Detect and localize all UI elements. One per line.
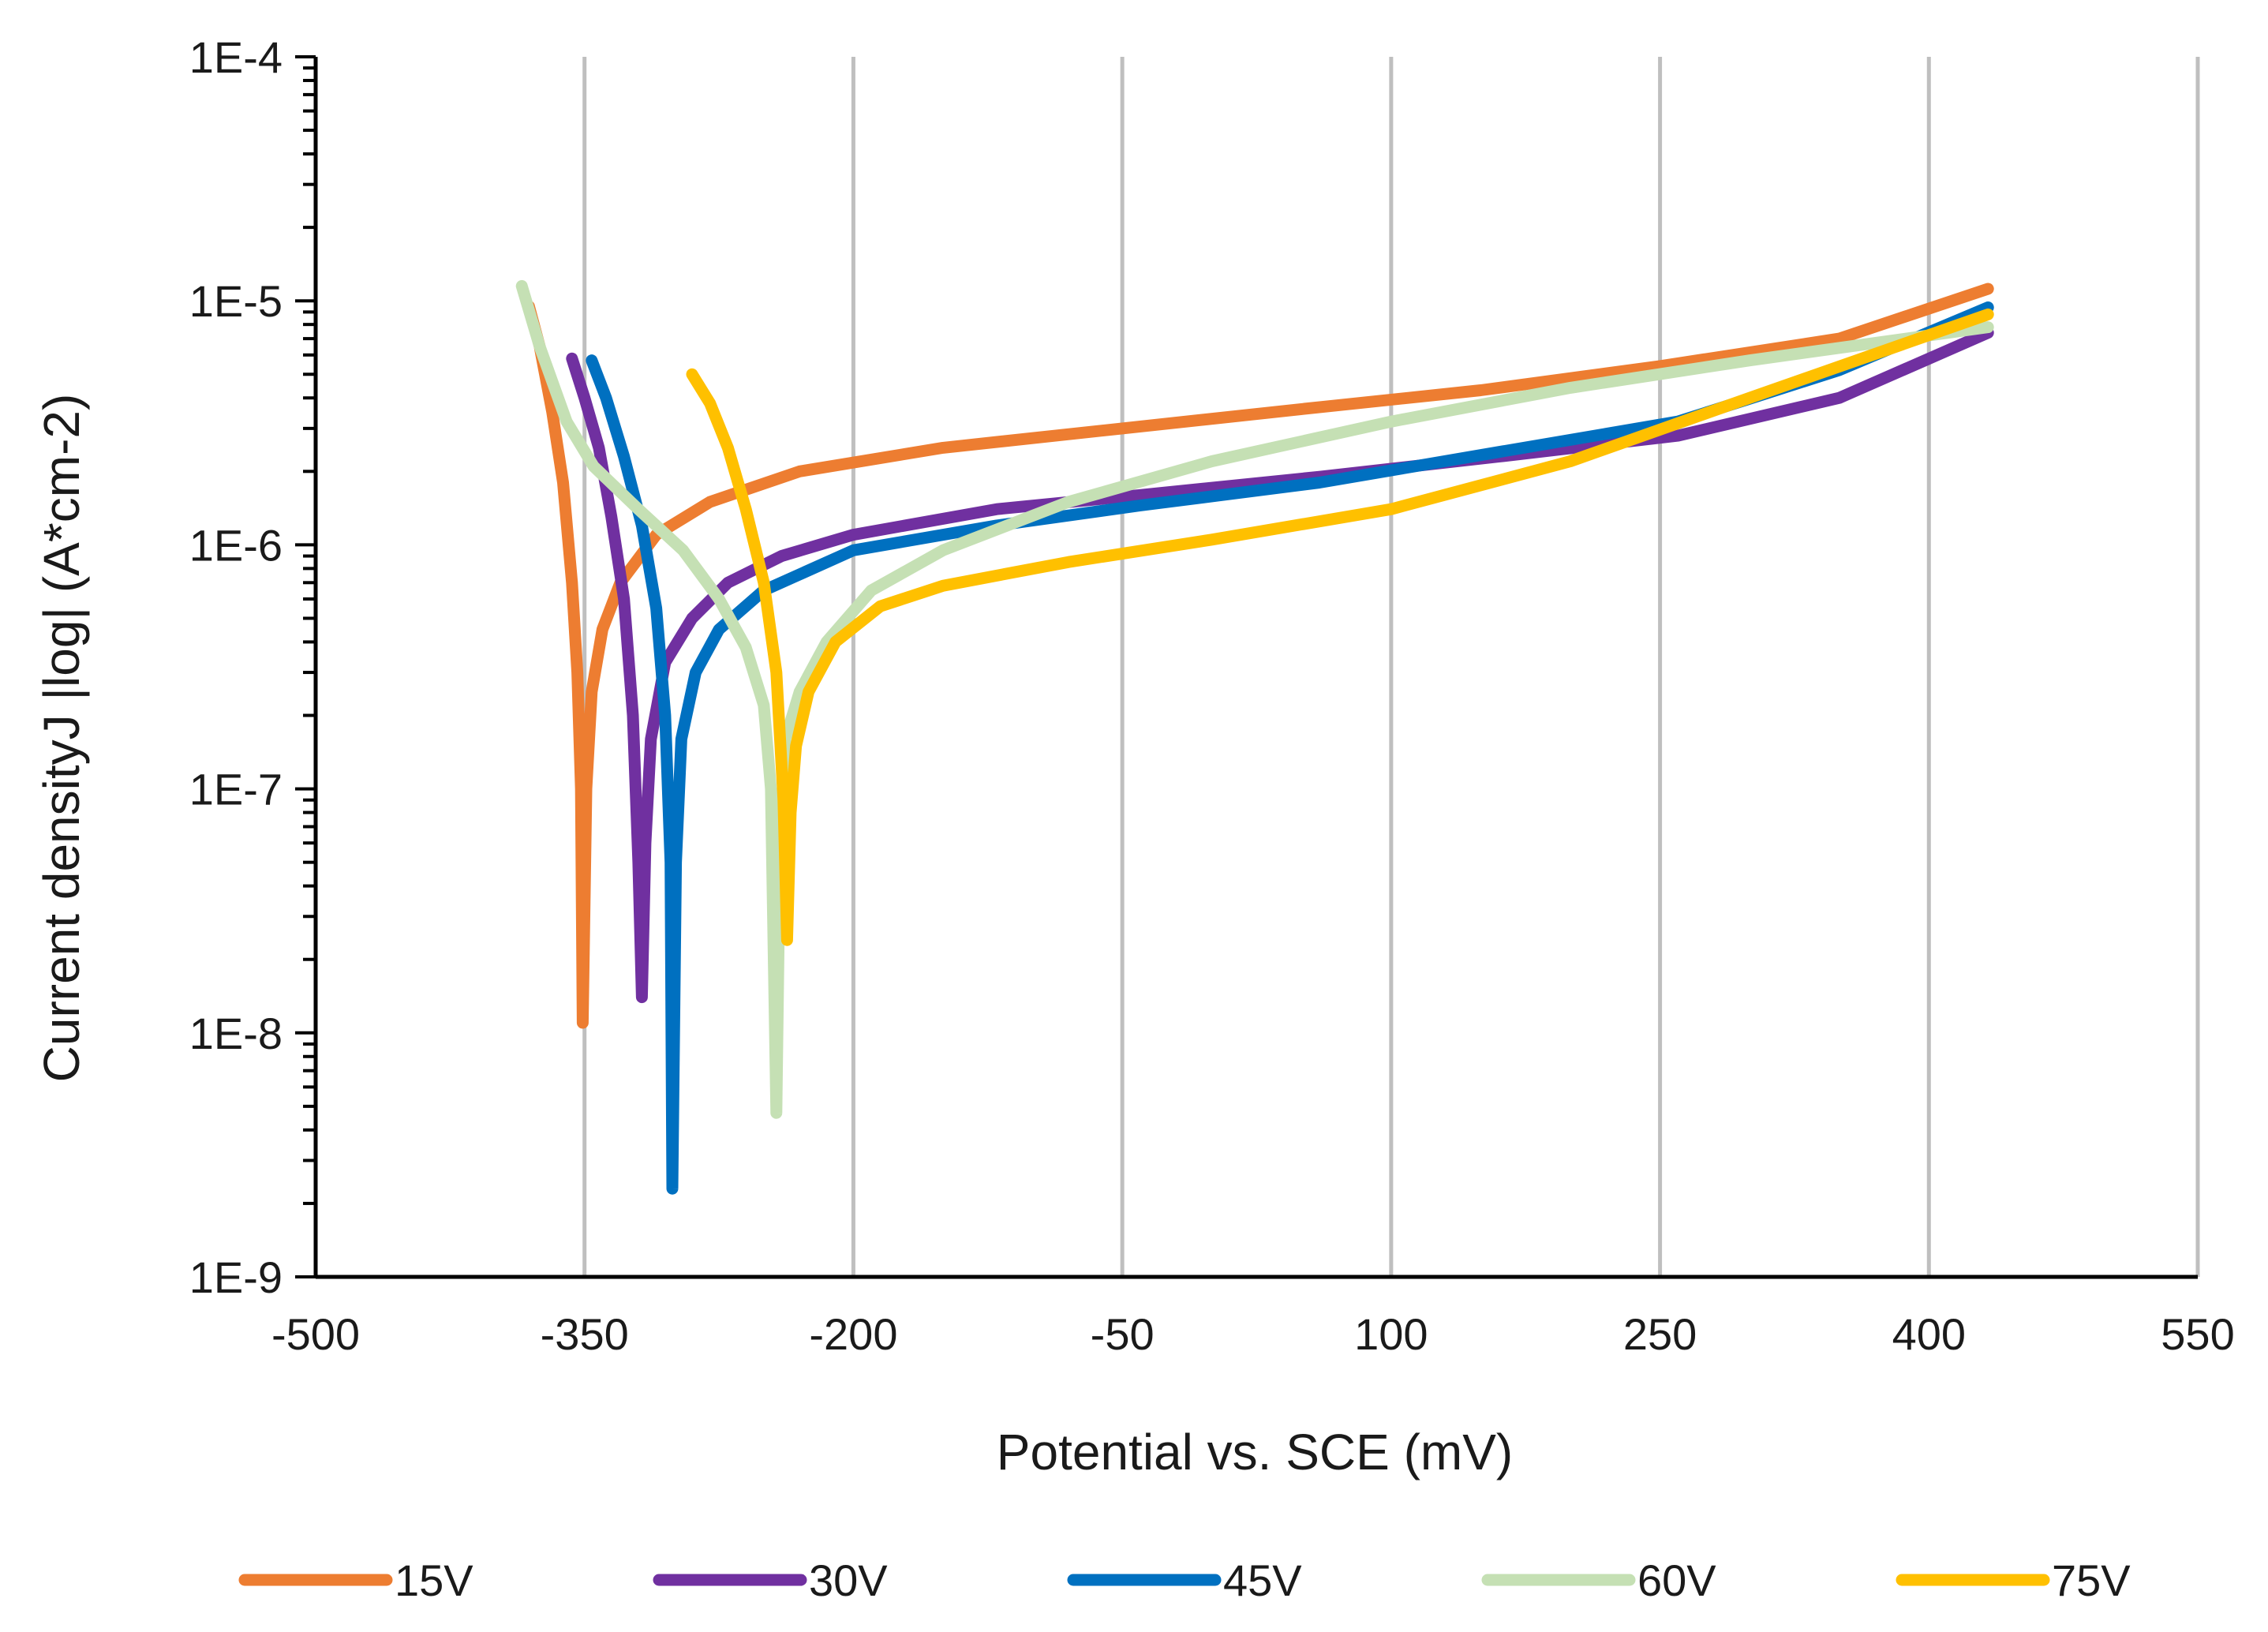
series-line-15V — [522, 283, 1994, 1029]
x-tick-labels: -500 -350 -200 -50 100 250 400 550 — [271, 1309, 2235, 1359]
x-tick-label: 100 — [1354, 1309, 1428, 1359]
legend-label-15V: 15V — [395, 1555, 473, 1605]
axes — [295, 55, 2198, 1279]
y-tick-label: 1E-9 — [189, 1252, 283, 1302]
x-tick-label: -50 — [1091, 1309, 1155, 1359]
y-tick-label: 1E-5 — [189, 276, 283, 326]
legend-label-75V: 75V — [2052, 1555, 2131, 1605]
y-tick-label: 1E-8 — [189, 1009, 283, 1058]
x-axis-title: Potential vs. SCE (mV) — [997, 1424, 1513, 1480]
y-axis-title: Current densityJ |log| (A*cm-2) — [33, 394, 90, 1083]
grid-lines — [582, 57, 2200, 1277]
x-tick-label: 550 — [2161, 1309, 2234, 1359]
y-tick-label: 1E-4 — [189, 32, 283, 82]
x-tick-label: -350 — [541, 1309, 629, 1359]
x-tick-label: 250 — [1623, 1309, 1697, 1359]
y-tick-label: 1E-7 — [189, 765, 283, 814]
y-tick-labels: 1E-9 1E-8 1E-7 1E-6 1E-5 1E-4 — [189, 32, 283, 1302]
legend-label-30V: 30V — [809, 1555, 888, 1605]
data-series — [515, 279, 1994, 1195]
legend-label-45V: 45V — [1223, 1555, 1302, 1605]
series-line-75V — [686, 308, 1994, 946]
series-line-45V — [586, 301, 1994, 1195]
legend-label-60V: 60V — [1637, 1555, 1716, 1605]
legend: 15V 30V 45V 60V 75V — [238, 1555, 2131, 1605]
x-tick-label: 400 — [1892, 1309, 1966, 1359]
y-tick-label: 1E-6 — [189, 520, 283, 570]
x-tick-label: -500 — [271, 1309, 360, 1359]
x-tick-label: -200 — [809, 1309, 897, 1359]
